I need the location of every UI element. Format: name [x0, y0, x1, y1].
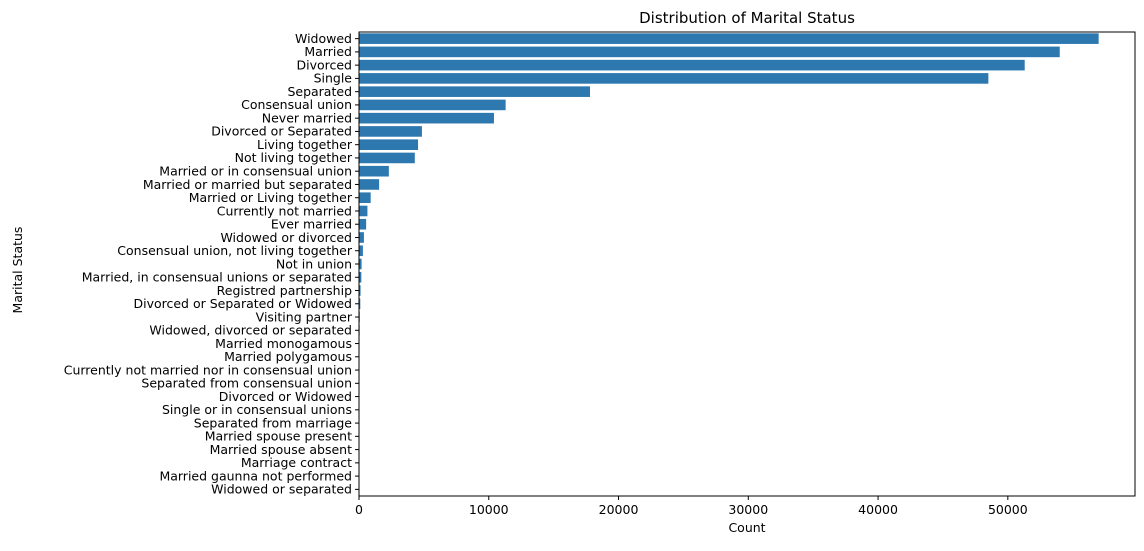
bar: [359, 206, 367, 217]
y-tick-label: Widowed or separated: [211, 482, 352, 497]
bar: [359, 192, 371, 203]
bar: [359, 139, 418, 150]
bar: [359, 60, 1025, 71]
bar: [359, 179, 379, 190]
bar: [359, 86, 590, 97]
bar: [359, 219, 366, 230]
bar: [359, 245, 363, 256]
bar: [359, 153, 415, 164]
x-tick-label: 40000: [858, 502, 898, 517]
bar: [359, 113, 494, 124]
y-axis-ticks: WidowedMarriedDivorcedSingleSeparatedCon…: [64, 31, 359, 497]
bars-group: [359, 33, 1099, 494]
chart-title: Distribution of Marital Status: [639, 9, 855, 27]
x-tick-label: 30000: [728, 502, 768, 517]
bar: [359, 232, 364, 243]
bar: [359, 33, 1099, 44]
x-axis-label: Count: [728, 520, 765, 535]
x-axis-ticks: 0 10000 20000 30000 40000 50000: [355, 496, 1028, 517]
bar: [359, 47, 1060, 58]
x-tick-label: 10000: [469, 502, 509, 517]
y-axis-label: Marital Status: [10, 227, 25, 314]
x-tick-label: 20000: [599, 502, 639, 517]
x-tick-label: 0: [355, 502, 363, 517]
bar: [359, 73, 988, 84]
bar: [359, 100, 506, 111]
bar: [359, 166, 389, 177]
x-tick-label: 50000: [988, 502, 1028, 517]
bar: [359, 126, 422, 137]
